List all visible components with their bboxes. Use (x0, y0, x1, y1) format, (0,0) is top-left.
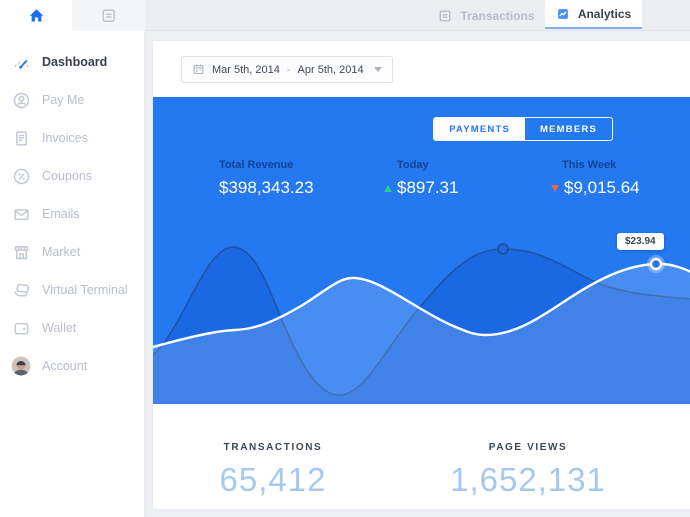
calendar-icon (192, 63, 205, 76)
analytics-panel: PAYMENTS MEMBERS Total Revenue $398,343.… (153, 97, 690, 404)
dark-series-line (153, 246, 690, 396)
dark-series-marker[interactable] (497, 243, 509, 255)
sidebar-item-pay-me[interactable]: Pay Me (0, 81, 144, 119)
summary-page-views: PAGE VIEWS 1,652,131 (393, 442, 663, 499)
summary-value: 65,412 (219, 461, 327, 498)
avatar (11, 356, 31, 376)
sidebar-item-label: Account (42, 359, 88, 373)
sidebar-item-wallet[interactable]: Wallet (0, 309, 144, 347)
top-bar: Transactions Analytics (0, 0, 690, 31)
sidebar-item-label: Virtual Terminal (42, 283, 128, 297)
stat-label: Total Revenue (219, 159, 294, 171)
dark-series-area (153, 247, 690, 404)
sidebar-item-dashboard[interactable]: Dashboard (0, 43, 144, 81)
light-series-line (153, 262, 690, 349)
stat-value: $9,015.64 (564, 178, 640, 197)
sidebar-item-account[interactable]: Account (0, 347, 144, 385)
trend-down-icon (551, 184, 559, 192)
summary-value: 1,652,131 (450, 461, 606, 498)
sidebar-item-label: Emails (42, 207, 80, 221)
date-range-picker[interactable]: Mar 5th, 2014 - Apr 5th, 2014 (181, 56, 393, 83)
series-toggle: PAYMENTS MEMBERS (433, 117, 613, 141)
home-icon (28, 7, 45, 24)
summary-label: TRANSACTIONS (223, 442, 323, 453)
date-range-start: Mar 5th, 2014 (212, 63, 280, 76)
storefront-icon (11, 242, 31, 262)
stat-label: Today (397, 159, 429, 171)
trend-up-icon (384, 184, 392, 192)
chart-tooltip: $23.94 (617, 233, 664, 250)
sidebar: Dashboard Pay Me Invoices (0, 31, 145, 517)
caret-down-icon (373, 67, 382, 72)
summary-label: PAGE VIEWS (488, 442, 568, 453)
gauge-icon (11, 52, 31, 72)
stat-today: Today $897.31 (384, 159, 458, 198)
list-square-icon (438, 9, 452, 23)
sidebar-item-invoices[interactable]: Invoices (0, 119, 144, 157)
chart-square-icon (556, 7, 570, 21)
sidebar-item-label: Invoices (42, 131, 88, 145)
list-tab[interactable] (72, 0, 145, 31)
light-series-area (153, 263, 690, 404)
summary-transactions: TRANSACTIONS 65,412 (153, 442, 393, 499)
main-card: Mar 5th, 2014 - Apr 5th, 2014 PAYMENTS M… (152, 40, 690, 510)
stat-value: $897.31 (397, 178, 459, 197)
invoice-icon (11, 128, 31, 148)
toggle-members-button[interactable]: MEMBERS (540, 123, 597, 135)
sidebar-item-label: Market (42, 245, 81, 259)
toggle-payments-button[interactable]: PAYMENTS (434, 118, 526, 140)
tab-label: Analytics (577, 6, 632, 21)
stat-this-week: This Week $9,015.64 (551, 159, 640, 198)
summary-section: TRANSACTIONS 65,412 PAGE VIEWS 1,652,131 (153, 404, 690, 509)
sidebar-item-virtual-terminal[interactable]: Virtual Terminal (0, 271, 144, 309)
sidebar-item-coupons[interactable]: Coupons (0, 157, 144, 195)
stat-label: This Week (562, 159, 617, 171)
percent-circle-icon (11, 166, 31, 186)
date-range-end: Apr 5th, 2014 (297, 63, 364, 76)
sidebar-item-label: Wallet (42, 321, 77, 335)
tab-label: Transactions (460, 8, 535, 23)
sidebar-item-label: Coupons (42, 169, 93, 183)
sidebar-item-label: Pay Me (42, 93, 85, 107)
tab-transactions[interactable]: Transactions (428, 0, 545, 31)
person-circle-icon (11, 90, 31, 110)
card-swipe-icon (11, 280, 31, 300)
sidebar-item-label: Dashboard (42, 55, 108, 69)
envelope-icon (11, 204, 31, 224)
stat-value: $398,343.23 (219, 178, 314, 197)
revenue-area-chart (153, 243, 690, 404)
list-square-icon (100, 7, 117, 24)
home-tab[interactable] (0, 0, 72, 31)
wallet-icon (11, 318, 31, 338)
sidebar-item-emails[interactable]: Emails (0, 195, 144, 233)
sidebar-item-market[interactable]: Market (0, 233, 144, 271)
stat-total-revenue: Total Revenue $398,343.23 (219, 159, 314, 198)
date-range-separator: - (286, 63, 291, 76)
tab-analytics[interactable]: Analytics (545, 0, 642, 29)
light-series-marker[interactable] (649, 257, 663, 271)
